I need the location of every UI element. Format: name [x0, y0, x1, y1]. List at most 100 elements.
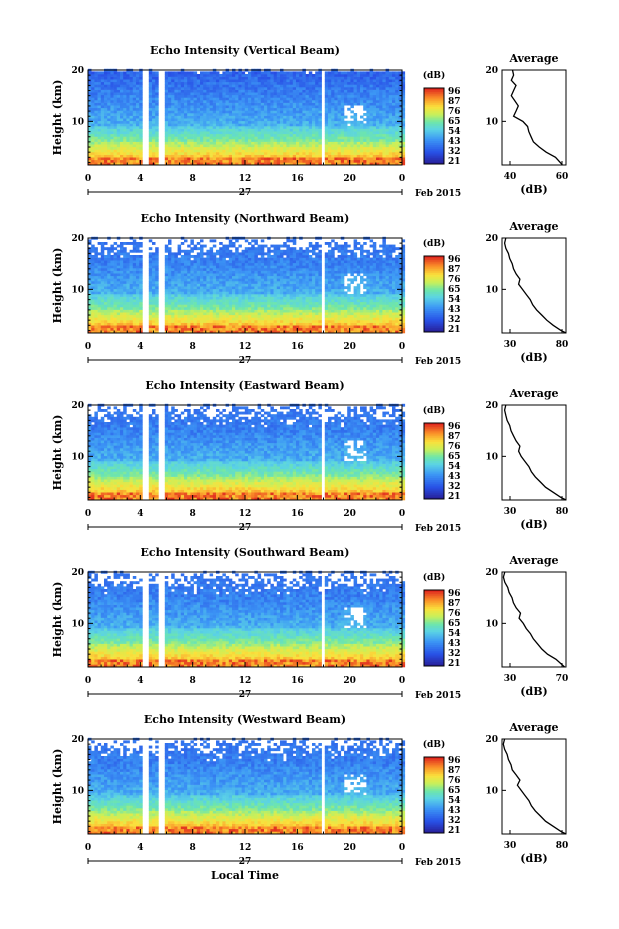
heatmap-cell [184, 162, 188, 166]
heatmap-cell [171, 301, 175, 305]
heatmap-cell [171, 309, 175, 313]
heatmap-cell [363, 162, 367, 166]
heatmap-cell [254, 128, 258, 132]
heatmap-cell [312, 102, 316, 106]
heatmap-cell [312, 139, 316, 142]
colorbar-band [424, 110, 444, 114]
heatmap-cell [148, 273, 153, 277]
heatmap-cell [232, 139, 236, 142]
heatmap-cell [312, 89, 316, 93]
heatmap-cell [120, 113, 124, 116]
heatmap-cell [187, 144, 191, 148]
heatmap-cell [168, 146, 172, 150]
heatmap-cell [340, 123, 345, 127]
heatmap-cell [107, 87, 111, 90]
heatmap-cell [260, 120, 265, 124]
heatmap-cell [123, 100, 127, 103]
heatmap-cell [219, 157, 223, 161]
heatmap-cell [116, 268, 121, 271]
heatmap-cell [305, 149, 310, 153]
heatmap-cell [283, 154, 287, 158]
heatmap-cell [283, 162, 287, 166]
heatmap-cell [116, 288, 121, 292]
heatmap-cell [120, 133, 124, 137]
heatmap-cell [180, 320, 185, 323]
heatmap-cell [100, 71, 105, 75]
heatmap-cell [222, 126, 226, 129]
heatmap-cell [136, 257, 140, 261]
heatmap-cell [187, 87, 191, 90]
heatmap-cell [168, 281, 172, 284]
heatmap-cell [206, 270, 210, 274]
heatmap-cell [238, 71, 242, 75]
heatmap-cell [180, 162, 185, 166]
heatmap-cell [164, 304, 169, 308]
heatmap-cell [100, 314, 105, 318]
heatmap-cell [270, 126, 274, 129]
heatmap-cell [88, 149, 92, 153]
heatmap-cell [209, 131, 214, 135]
heatmap-cell [270, 76, 274, 80]
heatmap-cell [232, 260, 236, 264]
heatmap-cell [260, 113, 265, 116]
heatmap-cell [228, 87, 233, 90]
heatmap-cell [222, 115, 226, 119]
heatmap-cell [254, 136, 258, 140]
heatmap-cell [241, 159, 246, 163]
heatmap-cell [97, 97, 102, 101]
colorbar-tick-label: 76 [448, 107, 461, 117]
heatmap-cell [302, 123, 306, 127]
heatmap-cell [270, 105, 274, 109]
heatmap-cell [232, 162, 236, 166]
heatmap-cell [94, 107, 98, 111]
heatmap-cell [91, 286, 95, 290]
heatmap-cell [203, 312, 207, 316]
heatmap-cell [152, 97, 156, 101]
heatmap-cell [155, 115, 159, 119]
heatmap-cell [129, 157, 134, 161]
heatmap-cell [331, 120, 335, 124]
heatmap-cell [120, 294, 124, 297]
heatmap-cell [110, 299, 114, 303]
heatmap-cell [187, 81, 191, 85]
heatmap-cell [152, 128, 156, 132]
heatmap-cell [180, 97, 185, 101]
heatmap-cell [232, 294, 236, 297]
heatmap-cell [100, 146, 105, 150]
colorbar-band [424, 124, 444, 127]
heatmap-cell [382, 113, 386, 116]
heatmap-cell [164, 288, 169, 292]
heatmap-cell [187, 74, 191, 77]
heatmap-cell [152, 141, 156, 145]
x-tick-label: 20 [343, 174, 356, 184]
heatmap-cell [174, 100, 178, 103]
heatmap-cell [228, 330, 233, 334]
heatmap-cell [129, 105, 134, 109]
heatmap-cell [100, 113, 105, 116]
heatmap-cell [100, 304, 105, 308]
heatmap-cell [200, 291, 204, 295]
heatmap-cell [110, 301, 114, 305]
heatmap-cell [238, 327, 242, 331]
heatmap-cell [299, 92, 303, 96]
heatmap-cell [126, 294, 130, 297]
heatmap-cell [168, 123, 172, 127]
heatmap-cell [91, 320, 95, 323]
heatmap-cell [120, 110, 124, 114]
heatmap-cell [238, 296, 242, 300]
heatmap-cell [340, 149, 345, 153]
heatmap-cell [241, 74, 246, 77]
heatmap-cell [324, 71, 329, 75]
heatmap-cell [257, 128, 262, 132]
heatmap-cell [129, 325, 134, 329]
heatmap-cell [398, 89, 402, 93]
heatmap-cell [238, 281, 242, 284]
heatmap-cell [360, 123, 364, 127]
heatmap-cell [257, 131, 262, 135]
heatmap-cell [155, 247, 159, 251]
heatmap-cell [340, 81, 345, 85]
heatmap-cell [347, 94, 351, 98]
heatmap-cell [392, 152, 396, 155]
heatmap-cell [312, 141, 316, 145]
heatmap-cell [164, 262, 169, 266]
